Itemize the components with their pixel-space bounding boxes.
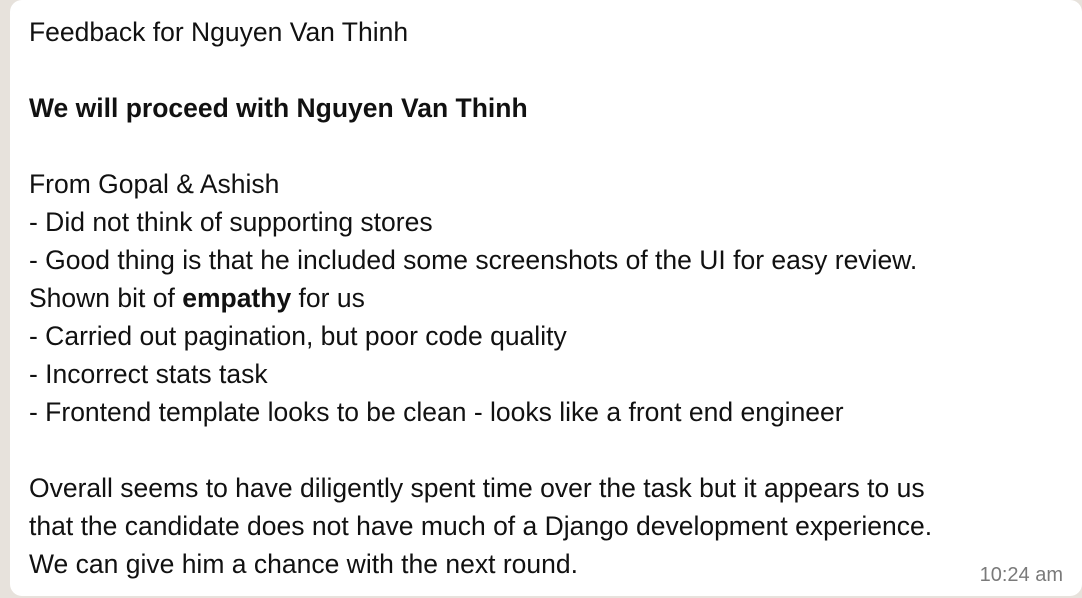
blank-line <box>29 51 1069 89</box>
overall-line: We can give him a chance with the next r… <box>29 549 578 579</box>
feedback-point: - Did not think of supporting stores <box>29 207 433 237</box>
from-line: From Gopal & Ashish <box>29 169 280 199</box>
message-title: Feedback for Nguyen Van Thinh <box>29 17 409 47</box>
blank-line <box>29 127 1069 165</box>
emphasis-text: empathy <box>182 283 292 313</box>
message-bubble[interactable]: Feedback for Nguyen Van Thinh We will pr… <box>10 0 1082 596</box>
message-text: Feedback for Nguyen Van Thinh We will pr… <box>29 13 1069 583</box>
overall-line: Overall seems to have diligently spent t… <box>29 473 925 503</box>
feedback-point: - Carried out pagination, but poor code … <box>29 321 567 351</box>
feedback-point: - Frontend template looks to be clean - … <box>29 397 844 427</box>
overall-line: that the candidate does not have much of… <box>29 511 933 541</box>
feedback-point: - Good thing is that he included some sc… <box>29 245 918 275</box>
text-segment: Shown bit of <box>29 283 183 313</box>
decision-line: We will proceed with Nguyen Van Thinh <box>29 89 1069 127</box>
text-segment: for us <box>291 283 365 313</box>
message-timestamp: 10:24 am <box>979 564 1063 586</box>
decision-text: We will proceed with Nguyen Van Thinh <box>29 93 528 123</box>
feedback-point: - Incorrect stats task <box>29 359 268 389</box>
blank-line <box>29 431 1069 469</box>
feedback-point-continuation: Shown bit of empathy for us <box>29 279 1069 317</box>
